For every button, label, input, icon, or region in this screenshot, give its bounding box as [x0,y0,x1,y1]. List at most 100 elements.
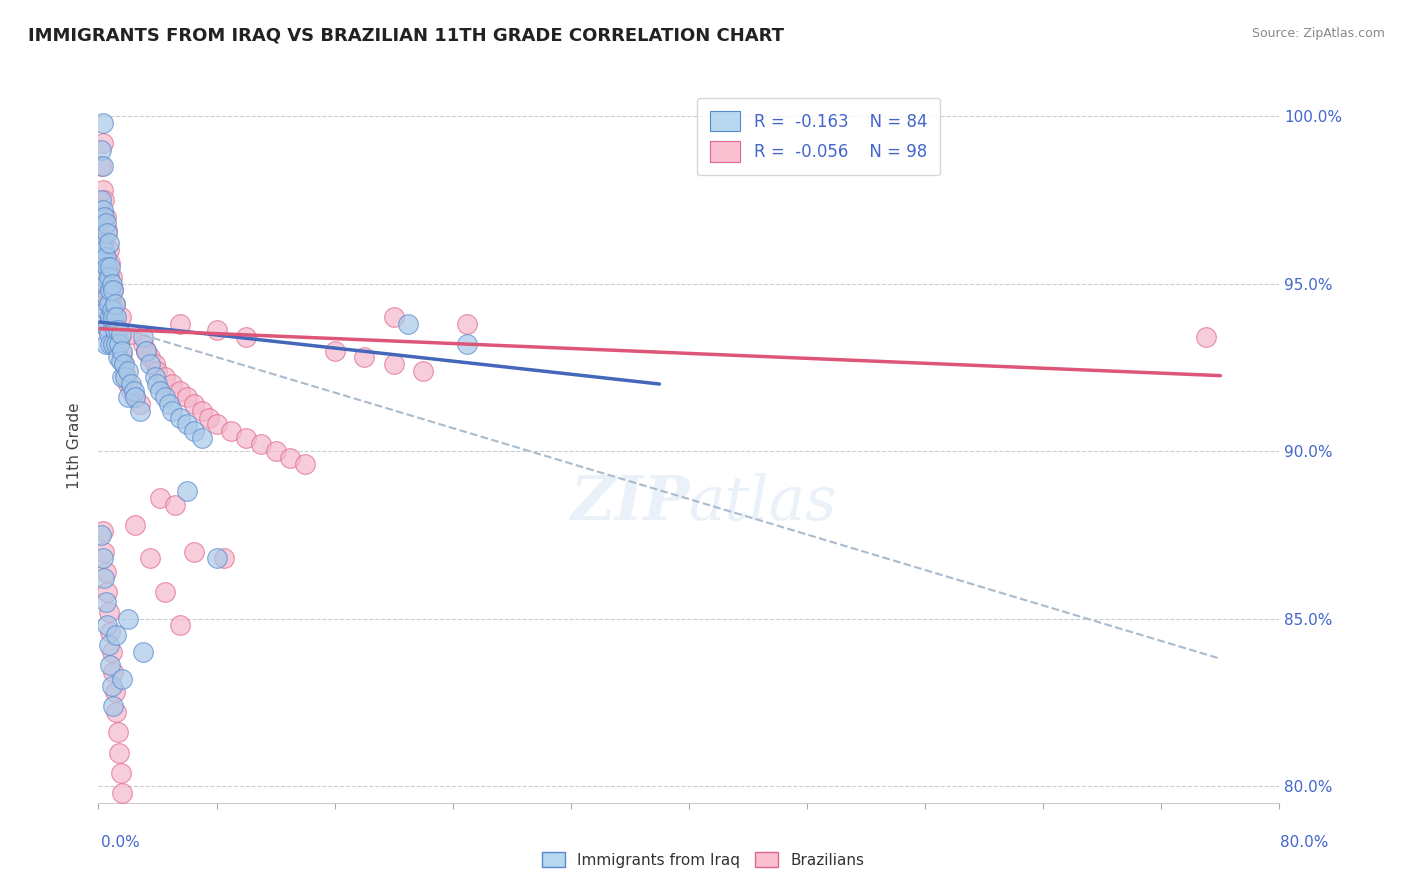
Point [89,202,111,217]
Point [91,524,114,539]
Point [97,296,120,310]
Point [91,116,114,130]
Point [107,323,129,337]
Point [112,357,135,371]
Point [135,343,157,358]
Point [94,303,117,318]
Point [104,296,127,310]
Point [183,544,205,558]
Point [93,544,115,558]
Point [110,330,132,344]
Point [91,136,114,150]
Point [353,350,375,364]
Legend: Immigrants from Iraq, Brazilians: Immigrants from Iraq, Brazilians [534,844,872,875]
Text: 80.0%: 80.0% [1281,836,1329,850]
Point [382,357,405,371]
Point [110,310,132,324]
Point [235,431,257,445]
Point [103,698,125,713]
Point [97,326,120,341]
Point [97,277,120,291]
Point [96,618,118,632]
Point [143,370,166,384]
Point [456,317,478,331]
Point [91,256,114,270]
Point [157,397,180,411]
Point [396,317,419,331]
Legend: R =  -0.163    N = 84, R =  -0.056    N = 98: R = -0.163 N = 84, R = -0.056 N = 98 [697,97,941,175]
Point [219,424,242,438]
Point [205,323,228,337]
Point [135,343,157,358]
Point [97,243,120,257]
Point [93,210,115,224]
Point [111,347,134,361]
Point [103,310,125,324]
Point [90,159,112,173]
Point [108,336,131,351]
Point [98,658,121,673]
Point [146,363,169,377]
Point [165,498,187,512]
Point [149,384,172,398]
Point [98,624,121,639]
Point [117,391,139,405]
Point [139,357,162,371]
Point [110,765,132,780]
Point [93,277,115,291]
Point [90,210,112,224]
Point [107,350,129,364]
Point [100,296,122,310]
Point [103,310,125,324]
Point [96,260,118,274]
Point [91,233,114,247]
Point [96,584,118,599]
Text: 0.0%: 0.0% [101,836,141,850]
Point [94,277,117,291]
Point [93,193,115,207]
Point [94,336,117,351]
Point [205,417,228,432]
Point [205,551,228,566]
Point [98,293,121,308]
Point [98,317,121,331]
Point [122,384,145,398]
Point [176,484,198,499]
Point [105,628,128,642]
Point [98,256,121,270]
Point [294,458,316,472]
Point [176,417,198,432]
Point [135,343,157,358]
Point [91,202,114,217]
Text: IMMIGRANTS FROM IRAQ VS BRAZILIAN 11TH GRADE CORRELATION CHART: IMMIGRANTS FROM IRAQ VS BRAZILIAN 11TH G… [28,27,785,45]
Point [100,277,122,291]
Point [111,370,134,384]
Point [104,323,127,337]
Point [107,725,129,739]
Point [112,357,135,371]
Point [382,310,405,324]
Point [96,260,118,274]
Point [191,431,214,445]
Point [132,645,155,659]
Point [97,269,120,284]
Point [91,159,114,173]
Point [132,330,155,344]
Point [96,296,118,310]
Point [89,212,111,227]
Point [94,595,117,609]
Point [108,746,131,760]
Point [120,384,142,398]
Point [114,367,136,381]
Point [212,551,235,566]
Point [94,250,117,264]
Point [139,551,162,566]
Point [94,283,117,297]
Point [111,343,134,358]
Point [91,551,114,566]
Point [124,391,146,405]
Point [93,269,115,284]
Text: ZIP: ZIP [569,473,689,533]
Point [98,283,121,297]
Point [91,183,114,197]
